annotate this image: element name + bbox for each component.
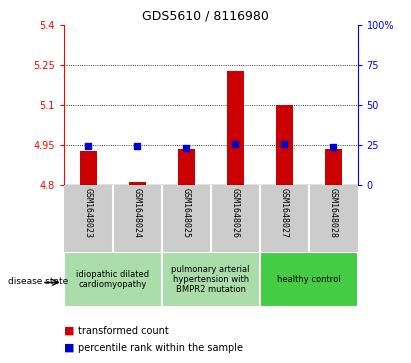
Text: pulmonary arterial
hypertension with
BMPR2 mutation: pulmonary arterial hypertension with BMP… bbox=[171, 265, 250, 294]
Point bbox=[232, 142, 238, 147]
Text: percentile rank within the sample: percentile rank within the sample bbox=[78, 343, 243, 353]
Point bbox=[281, 142, 287, 147]
Text: healthy control: healthy control bbox=[277, 275, 340, 284]
Point bbox=[134, 143, 141, 149]
Bar bbox=[325, 149, 342, 185]
Text: GDS5610 / 8116980: GDS5610 / 8116980 bbox=[142, 9, 269, 22]
Text: GSM1648025: GSM1648025 bbox=[182, 188, 191, 238]
Bar bbox=[64, 252, 162, 307]
Bar bbox=[178, 149, 195, 185]
Text: ■: ■ bbox=[64, 326, 74, 336]
Text: idiopathic dilated
cardiomyopathy: idiopathic dilated cardiomyopathy bbox=[76, 270, 149, 289]
Text: GSM1648028: GSM1648028 bbox=[328, 188, 337, 238]
Bar bbox=[226, 71, 244, 185]
Text: transformed count: transformed count bbox=[78, 326, 169, 336]
Point bbox=[330, 144, 336, 150]
Bar bbox=[162, 252, 260, 307]
Point bbox=[85, 143, 92, 149]
Bar bbox=[275, 105, 293, 185]
Text: disease state: disease state bbox=[8, 277, 69, 286]
Text: GSM1648027: GSM1648027 bbox=[279, 188, 289, 238]
Bar bbox=[129, 183, 146, 185]
Text: GSM1648026: GSM1648026 bbox=[231, 188, 240, 238]
Point bbox=[183, 146, 189, 151]
Text: GSM1648024: GSM1648024 bbox=[133, 188, 142, 238]
Text: ■: ■ bbox=[64, 343, 74, 353]
Bar bbox=[260, 252, 358, 307]
Text: GSM1648023: GSM1648023 bbox=[84, 188, 93, 238]
Bar bbox=[80, 151, 97, 185]
